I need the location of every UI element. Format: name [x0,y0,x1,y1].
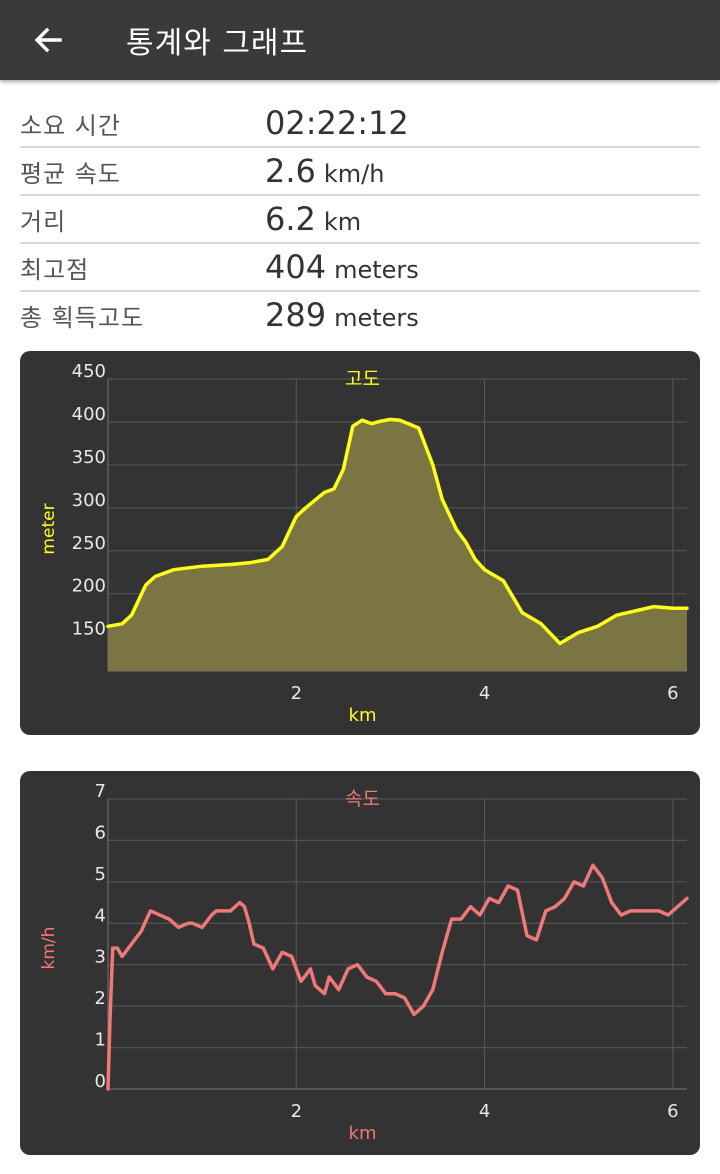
stat-label: 소요 시간 [20,111,121,140]
back-button[interactable] [16,8,80,72]
stat-label: 최고점 [20,255,90,284]
stat-number: 404 [265,248,327,286]
stat-label: 총 획득고도 [20,303,145,332]
stat-row-elevation-gain: 총 획득고도 289 meters [20,292,700,338]
x-axis-label: km [349,705,377,726]
stat-value: 6.2 km [265,200,361,238]
y-tick-label: 1 [95,1030,106,1051]
y-tick-label: 400 [72,404,106,425]
stat-value: 289 meters [265,296,419,334]
stat-value: 2.6 km/h [265,152,384,190]
x-axis-label: km [349,1123,377,1144]
x-tick-label: 2 [291,1101,302,1122]
y-tick-label: 450 [72,361,106,382]
y-tick-label: 200 [72,576,106,597]
app-bar: 통계와 그래프 [0,0,720,80]
y-tick-label: 250 [72,533,106,554]
x-tick-label: 6 [667,1101,678,1122]
series-line [106,417,689,646]
y-tick-label: 350 [72,447,106,468]
stat-value: 404 meters [265,248,419,286]
y-tick-label: 4 [95,905,106,926]
stat-value: 02:22:12 [265,104,409,142]
stat-number: 02:22:12 [265,104,409,142]
x-tick-label: 4 [479,683,490,704]
elevation-chart-card: 150 200 250 300 350 400 450 2 4 6 고도 km meter [20,351,700,735]
y-tick-label: 300 [72,490,106,511]
y-tick-label: 150 [72,619,106,640]
stat-unit: meters [334,256,419,284]
elevation-chart: 150 200 250 300 350 400 450 2 4 6 고도 km meter [39,361,689,726]
series-area-fill [108,419,687,671]
stats-table: 소요 시간 02:22:12 평균 속도 2.6 km/h 거리 6.2 km … [20,100,700,338]
chart-title: 고도 [345,368,380,390]
y-tick-label: 2 [95,988,106,1009]
stat-unit: km [323,208,362,236]
stat-number: 289 [265,296,327,334]
speed-chart-card: 0 1 2 3 4 5 6 7 2 4 6 속도 km km/h [20,771,700,1155]
page-title: 통계와 그래프 [126,26,309,61]
stat-unit: km/h [323,160,385,188]
y-axis-label: meter [39,503,59,554]
stat-row-max-elevation: 최고점 404 meters [20,244,700,292]
stat-row-avg-speed: 평균 속도 2.6 km/h [20,148,700,196]
series-line [106,863,689,1091]
stat-unit: meters [334,304,419,332]
speed-chart: 0 1 2 3 4 5 6 7 2 4 6 속도 km km/h [39,781,689,1144]
y-tick-label: 3 [95,947,106,968]
y-axis-label: km/h [39,927,59,970]
y-tick-label: 0 [95,1071,106,1092]
stat-number: 6.2 [265,200,316,238]
stat-row-duration: 소요 시간 02:22:12 [20,100,700,148]
y-tick-label: 6 [95,822,106,843]
stat-row-distance: 거리 6.2 km [20,196,700,244]
x-tick-label: 2 [291,683,302,704]
x-tick-label: 6 [667,683,678,704]
y-tick-label: 7 [95,781,106,802]
stat-label: 평균 속도 [20,159,121,188]
stat-number: 2.6 [265,152,316,190]
stat-label: 거리 [20,207,67,236]
arrow-left-icon [34,27,62,53]
x-tick-label: 4 [479,1101,490,1122]
chart-title: 속도 [345,788,380,810]
y-tick-label: 5 [95,864,106,885]
